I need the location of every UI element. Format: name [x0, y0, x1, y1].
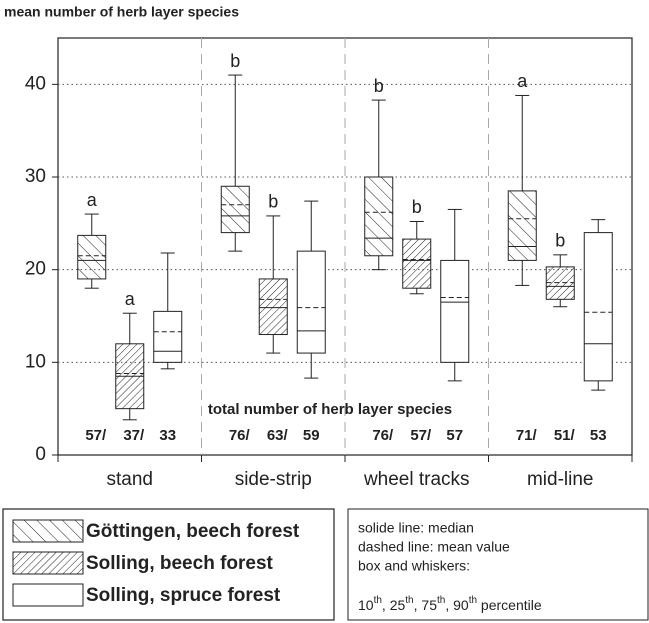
total-label: 57/: [85, 427, 107, 444]
box: [583, 232, 613, 382]
legend-swatch: [12, 519, 84, 543]
box: [153, 310, 183, 363]
y-tick-label: 0: [35, 444, 46, 465]
total-label: 76/: [229, 427, 251, 444]
significance-letter: b: [230, 51, 240, 71]
legend-swatch: [12, 551, 84, 575]
box: [220, 185, 250, 234]
total-label: 76/: [372, 427, 394, 444]
note-text: , 75: [414, 597, 438, 613]
significance-letter: b: [268, 192, 278, 212]
note: solide line: median: [358, 520, 474, 536]
total-label: 33: [159, 427, 176, 444]
significance-letter: b: [412, 197, 422, 217]
total-label: 57: [446, 427, 463, 444]
note: box and whiskers:: [358, 558, 470, 574]
note-text: percentile: [477, 597, 542, 613]
legend-label: Göttingen, beech forest: [86, 521, 300, 542]
box: [507, 190, 537, 261]
legend-swatch: [12, 583, 84, 607]
box: [258, 278, 288, 336]
superscript: th: [437, 595, 445, 606]
significance-letter: b: [374, 76, 384, 96]
note-text: 10: [358, 597, 374, 613]
box: [77, 234, 107, 280]
total-label: 51/: [554, 427, 576, 444]
significance-letter: a: [517, 71, 528, 91]
total-label: 59: [303, 427, 320, 444]
box: [364, 176, 394, 257]
y-tick-label: 40: [25, 73, 46, 94]
box: [402, 238, 432, 289]
note-text: , 25: [382, 597, 406, 613]
chart-title: mean number of herb layer species: [4, 4, 239, 20]
x-tick-label: mid-line: [527, 469, 594, 490]
x-tick-label: stand: [107, 469, 153, 490]
note: dashed line: mean value: [358, 539, 510, 555]
note-text: , 90: [445, 597, 469, 613]
box: [296, 250, 326, 354]
legend-label: Solling, spruce forest: [86, 585, 281, 606]
y-tick-label: 20: [25, 259, 46, 280]
significance-letter: a: [87, 190, 98, 210]
total-label: 57/: [410, 427, 432, 444]
y-tick-label: 30: [25, 166, 46, 187]
total-label: 63/: [267, 427, 289, 444]
significance-letter: a: [125, 289, 136, 309]
note-percentiles: 10th, 25th, 75th, 90th percentile: [358, 595, 542, 613]
notes-box: [347, 508, 649, 621]
total-label: 37/: [123, 427, 145, 444]
x-tick-label: wheel tracks: [363, 469, 470, 490]
x-tick-label: side-strip: [235, 469, 312, 490]
significance-letter: b: [555, 231, 565, 251]
legend-label: Solling, beech forest: [86, 553, 274, 574]
superscript: th: [374, 595, 382, 606]
total-label: 53: [590, 427, 607, 444]
total-label: 71/: [516, 427, 538, 444]
superscript: th: [405, 595, 413, 606]
y-tick-label: 10: [25, 351, 46, 372]
superscript: th: [469, 595, 477, 606]
totals-title: total number of herb layer species: [208, 401, 452, 418]
box: [440, 259, 470, 363]
